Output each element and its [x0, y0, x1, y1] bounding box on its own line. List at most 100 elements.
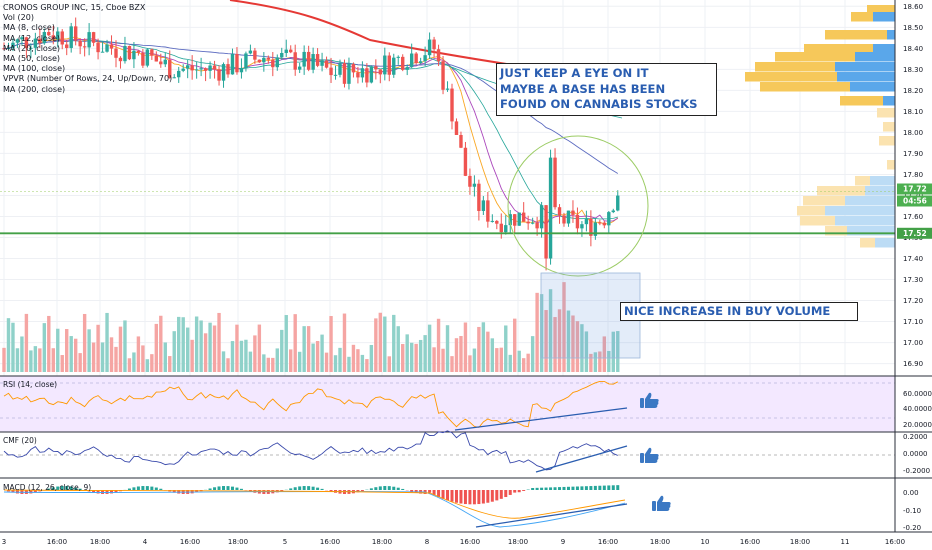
candle-body [436, 49, 441, 62]
price-tick-label: 17.90 [903, 150, 923, 158]
legend-item[interactable]: MA (12, close) [3, 33, 61, 43]
volume-bar [69, 336, 73, 372]
candle-body [616, 195, 620, 211]
volume-bar [78, 353, 82, 372]
volume-bar [96, 324, 100, 372]
time-tick-label: 10 [701, 538, 710, 546]
macd-histogram-bar [65, 486, 69, 490]
volume-bar [486, 331, 490, 372]
candle-body [486, 200, 490, 222]
macd-histogram-bar [47, 488, 51, 490]
candle-body [365, 68, 369, 83]
macd-line [3, 490, 626, 528]
candle-body [607, 212, 611, 226]
macd-histogram-bar [74, 487, 78, 490]
legend-item[interactable]: MA (20, close) [3, 43, 61, 53]
candle-body [423, 55, 427, 62]
macd-histogram-bar [566, 486, 570, 490]
candle-body [297, 66, 302, 70]
volume-bar [123, 320, 127, 372]
macd-histogram-bar [508, 490, 512, 495]
candle-body [504, 225, 508, 233]
candle-body [468, 175, 472, 187]
candle-body [360, 68, 365, 78]
macd-histogram-bar [217, 486, 221, 490]
profile-bar-up [887, 160, 895, 170]
candlesticks [2, 17, 620, 271]
profile-bar-up [775, 52, 855, 62]
candle-body [154, 55, 159, 62]
volume-bar [172, 331, 176, 372]
candle-body [392, 57, 396, 75]
macd-histogram-bar [396, 487, 400, 490]
volume-bar [405, 334, 409, 372]
cmf-tick-label: 0.0000 [903, 450, 928, 458]
indicator-pane [0, 478, 895, 532]
rsi-tick-label: 60.0000 [903, 390, 932, 398]
candle-body [499, 223, 503, 233]
candle-body [69, 26, 73, 48]
legend-item[interactable]: MA (200, close) [3, 84, 66, 94]
price-tick-label: 18.30 [903, 66, 923, 74]
macd-histogram-bar [584, 486, 588, 490]
macd-histogram-bar [490, 490, 494, 502]
candle-body [477, 183, 481, 211]
candle-body [262, 57, 266, 63]
candle-body [441, 61, 445, 90]
time-tick-label: 16:00 [180, 538, 200, 546]
profile-bar-down [875, 238, 895, 248]
legend-item[interactable]: MA (8, close) [3, 23, 55, 33]
candle-body [409, 53, 414, 68]
macd-histogram-bar [172, 490, 176, 493]
macd-histogram-bar [378, 486, 382, 490]
base-note-annotation[interactable]: JUST KEEP A EYE ON IT MAYBE A BASE HAS B… [496, 63, 717, 116]
candle-body [396, 56, 400, 58]
price-tick-label: 18.50 [903, 24, 923, 32]
macd-histogram-bar [593, 485, 597, 490]
candle-body [369, 66, 374, 83]
volume-bar [580, 324, 584, 372]
macd-histogram-bar [531, 488, 535, 490]
volume-bar [401, 344, 405, 372]
thumb-hand [645, 392, 659, 408]
volume-bar [396, 326, 400, 372]
candle-body [114, 48, 118, 58]
volume-bar [544, 310, 548, 372]
volume-bar [65, 329, 69, 372]
candle-body [239, 67, 244, 73]
price-tick-label: 17.80 [903, 171, 923, 179]
macd-histogram-bar [580, 486, 584, 490]
legend-item[interactable]: Vol (20) [3, 13, 34, 23]
macd-histogram-bar [33, 490, 37, 493]
volume-bar [530, 336, 535, 372]
last-price-badge-text: 17.72 [903, 185, 927, 194]
macd-histogram-bar [446, 490, 450, 501]
candle-body [56, 31, 60, 40]
candle-body [450, 88, 454, 122]
profile-bar-up [804, 44, 873, 54]
macd-histogram-bar [293, 487, 297, 490]
macd-signal-line [3, 489, 626, 519]
macd-histogram-bar [504, 490, 508, 498]
profile-bar-up [867, 5, 895, 15]
macd-histogram-bar [459, 490, 463, 504]
candle-body [29, 47, 33, 49]
candle-body [248, 50, 253, 54]
volume-bar [472, 348, 477, 372]
volume-bar [29, 350, 33, 372]
price-tick-label: 17.30 [903, 276, 923, 284]
candle-body [100, 51, 105, 53]
time-tick-label: 11 [841, 538, 850, 546]
volume-bar [190, 339, 194, 372]
last-price-badge [897, 183, 932, 195]
legend-item[interactable]: VPVR (Number Of Rows, 24, Up/Down, 70) [3, 74, 173, 84]
legend-item[interactable]: MA (100, close) [3, 64, 66, 74]
time-tick-label: 18:00 [508, 538, 528, 546]
profile-bar-up [855, 176, 870, 186]
volume-note-annotation[interactable]: NICE INCREASE IN BUY VOLUME [620, 302, 858, 321]
symbol-title[interactable]: CRONOS GROUP INC, 15, Cboe BZX [3, 3, 146, 12]
legend-item[interactable]: MA (50, close) [3, 54, 61, 64]
volume-bar [6, 318, 11, 372]
volume-bar [553, 317, 557, 372]
